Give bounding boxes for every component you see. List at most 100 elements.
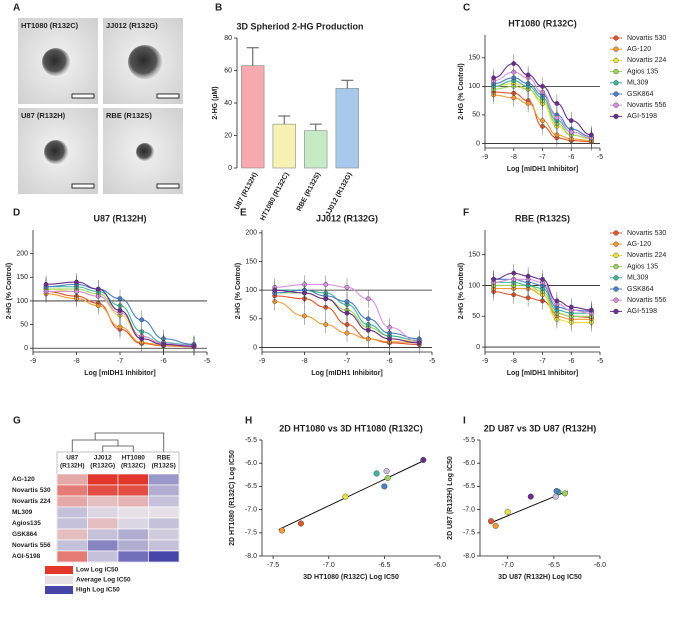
heatmap-cell xyxy=(56,495,88,508)
point xyxy=(416,340,422,346)
legend-label: Novartis 224 xyxy=(627,57,666,64)
legend-marker xyxy=(613,275,619,281)
y-tick-label: 100 xyxy=(468,282,480,289)
point xyxy=(323,322,329,327)
legend-swatch xyxy=(45,566,73,574)
heatmap-cell xyxy=(148,528,180,541)
panel-label: B xyxy=(215,3,222,14)
legend-marker xyxy=(613,102,619,108)
point xyxy=(302,313,307,319)
legend-marker xyxy=(613,297,619,303)
x-tick-label: -7.0 xyxy=(323,562,335,569)
x-axis-label: 3D HT1080 (R132C) Log IC50 xyxy=(303,574,399,581)
x-tick-label: -7 xyxy=(539,358,545,365)
y-axis-label: 2-HG (% Control) xyxy=(6,263,13,319)
chart-title: U87 (R132H) xyxy=(93,213,146,223)
y-axis-label: 2D HT1080 (R132C) Log IC50 xyxy=(229,450,236,546)
heatmap-cell xyxy=(117,484,149,497)
point xyxy=(383,468,390,475)
y-tick-label: 0 xyxy=(228,165,232,172)
point xyxy=(504,508,511,515)
legend-swatch xyxy=(45,586,73,594)
y-tick-label: 0 xyxy=(24,345,28,352)
y-axis-label: 2D U87 (R132H) Log IC50 xyxy=(447,456,454,540)
x-axis-label: Log [mIDH1 Inhibitor] xyxy=(84,370,156,377)
heatmap-cell xyxy=(56,528,88,541)
heatmap-cell xyxy=(56,550,88,563)
x-tick-label: -8 xyxy=(511,154,517,161)
column-label: (R132G) xyxy=(90,463,115,470)
x-tick-label: -6.5 xyxy=(378,562,390,569)
heatmap-cell xyxy=(87,495,119,508)
image-label: RBE (R132S) xyxy=(106,111,152,120)
legend-label: AG-120 xyxy=(627,241,651,248)
point xyxy=(365,327,371,333)
point xyxy=(191,343,197,349)
point xyxy=(588,132,594,138)
x-tick-label: -7.0 xyxy=(502,562,514,569)
y-tick-label: 150 xyxy=(468,55,480,62)
column-label: HT1080 xyxy=(122,455,146,462)
y-tick-label: 0 xyxy=(476,140,480,147)
point xyxy=(554,101,560,106)
x-tick-label: -6.5 xyxy=(548,562,560,569)
panel-label: E xyxy=(240,208,247,219)
y-tick-label: 80 xyxy=(224,35,232,42)
bar xyxy=(241,65,265,169)
x-tick-label: -5 xyxy=(429,358,435,365)
heatmap-cell xyxy=(56,517,88,530)
legend-marker xyxy=(613,264,619,270)
heatmap-cell xyxy=(56,484,88,497)
error-bar xyxy=(278,115,291,125)
legend-marker xyxy=(613,286,619,292)
error-bar xyxy=(246,47,259,66)
y-tick-label: -8.0 xyxy=(245,553,257,560)
x-tick-label: JJ012 (R132G) xyxy=(325,172,354,218)
x-tick-label: -6 xyxy=(160,358,166,365)
y-tick-label: -5.5 xyxy=(463,437,475,444)
point xyxy=(161,342,166,347)
legend-swatch xyxy=(45,576,73,584)
x-tick-label: -7 xyxy=(117,358,123,365)
scale-bar xyxy=(156,183,180,189)
point xyxy=(344,310,350,316)
y-tick-label: 0 xyxy=(253,344,257,351)
x-tick-label: RBE (R132S) xyxy=(296,172,322,213)
x-axis-label: Log [mIDH1 Inhibitor] xyxy=(311,370,383,377)
legend-label: GSK864 xyxy=(627,91,654,98)
panel-label: F xyxy=(463,208,469,219)
point xyxy=(279,527,286,534)
legend-marker xyxy=(613,80,619,86)
y-tick-label: -5.5 xyxy=(245,437,257,444)
y-tick-label: 100 xyxy=(16,298,28,305)
x-axis-label: 3D U87 (R132H) Log IC50 xyxy=(498,574,582,581)
legend-label: ML309 xyxy=(627,275,649,282)
y-axis-label: 2-HG (% Control) xyxy=(458,63,465,119)
point xyxy=(342,493,349,500)
dendrogram xyxy=(71,432,165,452)
legend-marker xyxy=(613,230,619,236)
column-label: (R132C) xyxy=(121,463,146,470)
y-tick-label: 0 xyxy=(476,344,480,351)
column-label: (R132S) xyxy=(152,463,176,470)
scale-bar xyxy=(71,183,95,189)
trendline xyxy=(278,460,424,531)
point xyxy=(527,493,534,500)
point xyxy=(323,296,329,302)
legend-marker xyxy=(613,252,619,259)
point xyxy=(568,118,574,124)
y-tick-label: 20 xyxy=(224,132,232,139)
x-tick-label: -6.0 xyxy=(434,562,446,569)
heatmap-cell xyxy=(87,539,119,552)
legend-label: ML309 xyxy=(627,80,649,87)
heatmap-cell xyxy=(148,473,180,486)
legend-label: AGI-5198 xyxy=(627,113,657,120)
scale-bar xyxy=(71,93,95,99)
legend-marker xyxy=(613,68,619,75)
legend-marker xyxy=(613,241,619,247)
point xyxy=(117,307,123,313)
chart-title: 3D Spheriod 2-HG Production xyxy=(236,21,363,31)
x-tick-label: -9 xyxy=(259,358,265,365)
y-tick-label: 150 xyxy=(16,274,28,281)
